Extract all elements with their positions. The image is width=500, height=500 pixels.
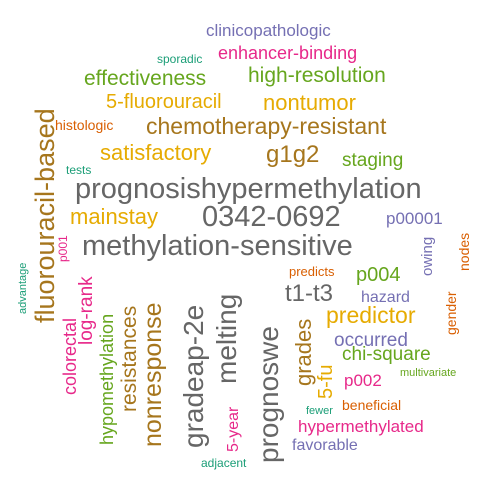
- word-effectiveness: effectiveness: [84, 67, 207, 90]
- word-predictor: predictor: [326, 302, 416, 328]
- word-gradeap-2e: gradeap-2e: [178, 304, 209, 448]
- word-5-fu: 5-fu: [315, 364, 337, 399]
- word-hypermethylated: hypermethylated: [298, 417, 424, 436]
- word-5-year: 5-year: [225, 406, 242, 452]
- word-staging: staging: [342, 150, 404, 171]
- word-tests: tests: [66, 163, 92, 177]
- word-enhancer-binding: enhancer-binding: [218, 43, 358, 63]
- word-nonresponse: nonresponse: [139, 302, 167, 447]
- word-p00001: p00001: [386, 209, 443, 228]
- word-occurred: occurred: [334, 330, 408, 351]
- word-5-fluorouracil: 5-fluorouracil: [106, 91, 222, 113]
- word-nontumor: nontumor: [263, 90, 356, 115]
- word-predicts: predicts: [289, 264, 335, 279]
- word-beneficial: beneficial: [342, 397, 402, 413]
- word-p004: p004: [356, 264, 401, 286]
- word-prognosishypermethylation: prognosishypermethylation: [75, 173, 422, 205]
- word-satisfactory: satisfactory: [100, 140, 212, 165]
- word-histologic: histologic: [55, 117, 114, 133]
- word-t1-t3: t1-t3: [285, 280, 334, 307]
- word-p001: p001: [56, 235, 70, 262]
- word-adjacent: adjacent: [201, 456, 247, 470]
- word-hypomethylation: hypomethylation: [97, 313, 117, 445]
- word-gender: gender: [443, 291, 459, 335]
- word-advantage: advantage: [17, 262, 29, 314]
- word-p002: p002: [344, 371, 382, 390]
- word-0342-0692: 0342-0692: [202, 201, 341, 233]
- word-nodes: nodes: [456, 232, 472, 271]
- word-prognoswe: prognoswe: [253, 326, 284, 463]
- word-favorable: favorable: [292, 437, 358, 454]
- word-mainstay: mainstay: [70, 204, 159, 229]
- word-g1g2: g1g2: [266, 141, 320, 168]
- word-clinicopathologic: clinicopathologic: [206, 21, 331, 40]
- word-fluorouracil-based: fluorouracil-based: [30, 108, 60, 323]
- word-owing: owing: [419, 236, 436, 276]
- word-melting: melting: [211, 293, 242, 384]
- word-chemotherapy-resistant: chemotherapy-resistant: [146, 113, 387, 139]
- word-fewer: fewer: [306, 405, 333, 417]
- word-sporadic: sporadic: [157, 52, 203, 66]
- word-grades: grades: [291, 318, 316, 386]
- word-high-resolution: high-resolution: [248, 64, 386, 87]
- word-hazard: hazard: [361, 289, 410, 306]
- word-resistances: resistances: [118, 305, 141, 412]
- word-colorectal: colorectal: [60, 317, 80, 395]
- word-methylation-sensitive: methylation-sensitive: [82, 230, 353, 262]
- word-chi-square: chi-square: [342, 344, 431, 365]
- word-multivariate: multivariate: [400, 367, 457, 379]
